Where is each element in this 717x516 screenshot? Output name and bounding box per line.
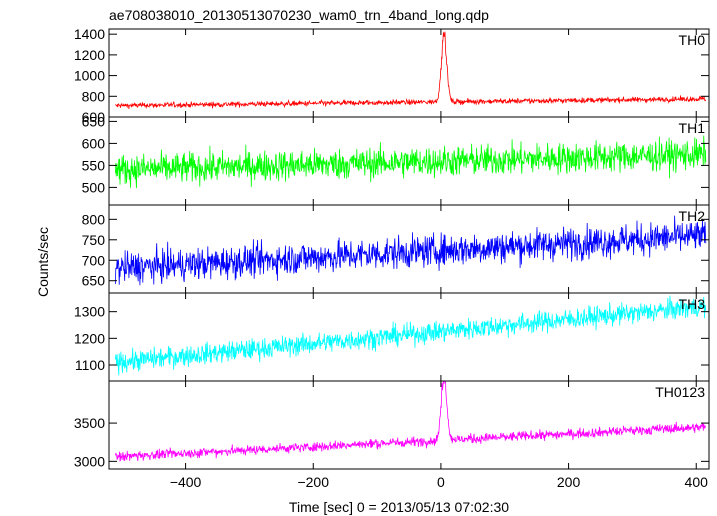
panel-label: TH0 bbox=[679, 32, 706, 48]
x-tick-label: 400 bbox=[685, 474, 709, 490]
y-tick-label: 3000 bbox=[74, 453, 105, 469]
y-tick-label: 600 bbox=[82, 109, 106, 125]
panel-frame bbox=[108, 380, 710, 470]
y-tick-label: 650 bbox=[82, 273, 106, 289]
y-tick-label: 600 bbox=[82, 135, 106, 151]
y-tick-label: 650 bbox=[82, 113, 106, 129]
x-tick-label: 0 bbox=[437, 474, 445, 490]
x-axis-label: Time [sec] 0 = 2013/05/13 07:02:30 bbox=[289, 499, 509, 515]
y-tick-label: 3500 bbox=[74, 415, 105, 431]
series-th0 bbox=[115, 31, 707, 109]
y-tick-label: 500 bbox=[82, 179, 106, 195]
panel-label: TH1 bbox=[679, 120, 706, 136]
panel-label: TH3 bbox=[679, 296, 706, 312]
series-th2 bbox=[115, 215, 707, 286]
y-tick-label: 800 bbox=[82, 211, 106, 227]
series-th3 bbox=[115, 295, 707, 376]
x-tick-label: −200 bbox=[297, 474, 329, 490]
y-tick-label: 550 bbox=[82, 157, 106, 173]
x-tick-label: 200 bbox=[557, 474, 581, 490]
panel-th0123: 3000 3500 TH0123 bbox=[74, 380, 710, 470]
y-tick-label: 1200 bbox=[74, 330, 105, 346]
series-th0123 bbox=[115, 381, 706, 462]
series-th1 bbox=[115, 135, 707, 189]
panel-th1: 500 550 600 650 TH1 bbox=[82, 113, 710, 206]
y-tick-label: 750 bbox=[82, 232, 106, 248]
chart-title: ae708038010_20130513070230_wam0_trn_4ban… bbox=[109, 7, 489, 23]
y-tick-label: 1000 bbox=[74, 68, 105, 84]
y-tick-label: 1100 bbox=[75, 357, 105, 373]
panel-frame bbox=[108, 204, 710, 294]
y-tick-label: 800 bbox=[82, 88, 106, 104]
panel-th0: 600 800 1000 1200 1400 TH0 bbox=[74, 26, 710, 125]
y-tick-label: 1300 bbox=[74, 304, 105, 320]
y-axis-label: Counts/sec bbox=[35, 227, 51, 297]
panel-th2: 650 700 750 800 TH2 bbox=[82, 204, 710, 294]
y-tick-label: 1200 bbox=[74, 47, 105, 63]
x-tick-label: −400 bbox=[170, 474, 202, 490]
panel-th3: 1100 1200 1300 TH3 bbox=[74, 292, 710, 382]
panel-label: TH0123 bbox=[655, 384, 705, 400]
y-tick-label: 1400 bbox=[74, 26, 105, 42]
y-tick-label: 700 bbox=[82, 252, 106, 268]
panel-label: TH2 bbox=[679, 208, 706, 224]
